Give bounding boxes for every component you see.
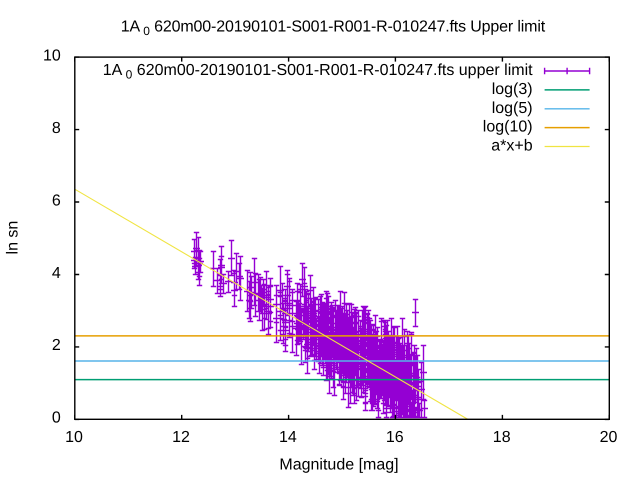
svg-text:2: 2	[52, 337, 61, 354]
svg-text:16: 16	[386, 429, 404, 446]
svg-text:1A 0 620m00-20190101-S001-R001: 1A 0 620m00-20190101-S001-R001-R-010247.…	[103, 62, 533, 82]
svg-text:ln sn: ln sn	[4, 221, 21, 255]
svg-text:4: 4	[52, 265, 61, 282]
svg-text:18: 18	[493, 429, 511, 446]
svg-text:8: 8	[52, 120, 61, 137]
svg-text:14: 14	[279, 429, 297, 446]
svg-text:10: 10	[65, 429, 83, 446]
svg-text:20: 20	[600, 429, 618, 446]
svg-text:Magnitude [mag]: Magnitude [mag]	[279, 456, 398, 473]
svg-text:0: 0	[52, 410, 61, 427]
svg-text:a*x+b: a*x+b	[491, 138, 532, 155]
svg-text:1A 0 620m00-20190101-S001-R001: 1A 0 620m00-20190101-S001-R001-R-010247.…	[121, 19, 546, 39]
svg-text:10: 10	[43, 47, 61, 64]
svg-text:log(5): log(5)	[492, 100, 533, 117]
svg-text:12: 12	[172, 429, 190, 446]
svg-text:6: 6	[52, 192, 61, 209]
svg-text:log(10): log(10)	[483, 119, 533, 136]
svg-text:log(3): log(3)	[492, 81, 533, 98]
